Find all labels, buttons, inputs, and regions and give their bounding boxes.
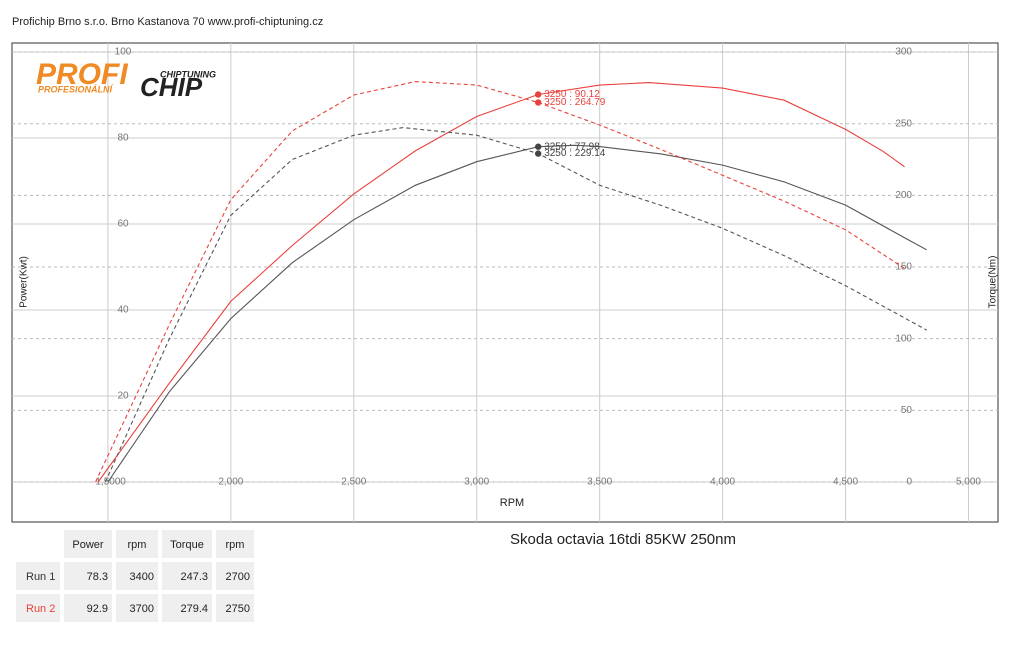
table-header-cell bbox=[162, 530, 212, 558]
table-row-label-cell bbox=[16, 594, 60, 622]
x-tick-label: 1,500 bbox=[95, 477, 120, 488]
logo-main: PROFI bbox=[36, 58, 128, 91]
y-tick-label: 60 bbox=[117, 219, 129, 230]
marker-label: 3250 : 229.14 bbox=[544, 148, 606, 159]
series-line bbox=[104, 127, 927, 483]
y-tick-label: 100 bbox=[115, 47, 132, 58]
y-axis-label: Power(Kwt) bbox=[19, 256, 30, 308]
table-cell bbox=[116, 562, 158, 590]
x-tick-label: 2,000 bbox=[218, 477, 243, 488]
y-tick-label: 80 bbox=[117, 133, 129, 144]
header: Profichip Brno s.r.o. Brno Kastanova 70 … bbox=[12, 16, 323, 28]
table-value: 2700 bbox=[226, 571, 250, 583]
table-header-cell bbox=[216, 530, 254, 558]
logo-chip: CHIP bbox=[140, 72, 203, 102]
table-value: 247.3 bbox=[180, 571, 208, 583]
marker-point bbox=[534, 143, 542, 150]
x-tick-label: 3,000 bbox=[464, 477, 489, 488]
table-header-cell bbox=[116, 530, 158, 558]
y2-tick-label: 150 bbox=[895, 262, 912, 273]
marker-label: 3250 : 264.79 bbox=[544, 97, 606, 108]
plot-frame bbox=[11, 42, 999, 523]
series-line bbox=[97, 82, 905, 483]
y2-tick-label: 300 bbox=[895, 47, 912, 58]
table-cell bbox=[216, 562, 254, 590]
table-cell bbox=[116, 594, 158, 622]
logo-small-bottom: PROFESIONÁLNÍ bbox=[38, 84, 114, 94]
table-cell bbox=[162, 562, 212, 590]
table-value: 78.3 bbox=[87, 571, 108, 583]
marker-label: 3250 : 77.98 bbox=[544, 141, 600, 152]
table-value: 92.9 bbox=[87, 603, 108, 615]
logo: PROFI CHIP CHIPTUNING PROFESIONÁLNÍ bbox=[36, 58, 216, 102]
x-tick-label: 4,500 bbox=[833, 477, 858, 488]
table-header-cell bbox=[64, 530, 112, 558]
marker-point bbox=[534, 99, 542, 106]
y2-tick-label: 250 bbox=[895, 118, 912, 129]
table-value: 2750 bbox=[226, 603, 250, 615]
x-axis-label: RPM bbox=[500, 497, 524, 509]
table-row-label-cell bbox=[16, 562, 60, 590]
y2-tick-label: 100 bbox=[895, 333, 912, 344]
series-line bbox=[107, 144, 927, 483]
chart-title: Skoda octavia 16tdi 85KW 250nm bbox=[510, 531, 736, 548]
y-tick-label: 0 bbox=[120, 477, 126, 488]
table-cell bbox=[162, 594, 212, 622]
x-tick-label: 4,000 bbox=[710, 477, 735, 488]
logo-small-top: CHIPTUNING bbox=[160, 69, 216, 79]
series-line bbox=[95, 81, 905, 483]
y2-tick-label: 0 bbox=[906, 477, 912, 488]
grid bbox=[12, 43, 998, 522]
y2-axis-label: Torque(Nm) bbox=[988, 256, 999, 309]
y-tick-label: 20 bbox=[117, 391, 129, 402]
marker-point bbox=[534, 91, 542, 98]
table-value: 279.4 bbox=[180, 603, 208, 615]
table-cell bbox=[64, 594, 112, 622]
table-row-label: Run 2 bbox=[26, 603, 55, 615]
table-row-label: Run 1 bbox=[26, 571, 55, 583]
y-tick-label: 40 bbox=[117, 305, 129, 316]
table-header: rpm bbox=[128, 539, 147, 551]
table-value: 3700 bbox=[130, 603, 154, 615]
table-cell bbox=[64, 562, 112, 590]
marker-label: 3250 : 90.12 bbox=[544, 89, 600, 100]
table-header: Torque bbox=[170, 539, 204, 551]
y2-tick-label: 200 bbox=[895, 190, 912, 201]
table-cell bbox=[216, 594, 254, 622]
x-tick-label: 2,500 bbox=[341, 477, 366, 488]
y2-tick-label: 50 bbox=[901, 405, 913, 416]
table-header: rpm bbox=[226, 539, 245, 551]
x-tick-label: 5,000 bbox=[956, 477, 981, 488]
marker-point bbox=[534, 150, 542, 157]
table-header: Power bbox=[72, 539, 104, 551]
table-value: 3400 bbox=[130, 571, 154, 583]
x-tick-label: 3,500 bbox=[587, 477, 612, 488]
